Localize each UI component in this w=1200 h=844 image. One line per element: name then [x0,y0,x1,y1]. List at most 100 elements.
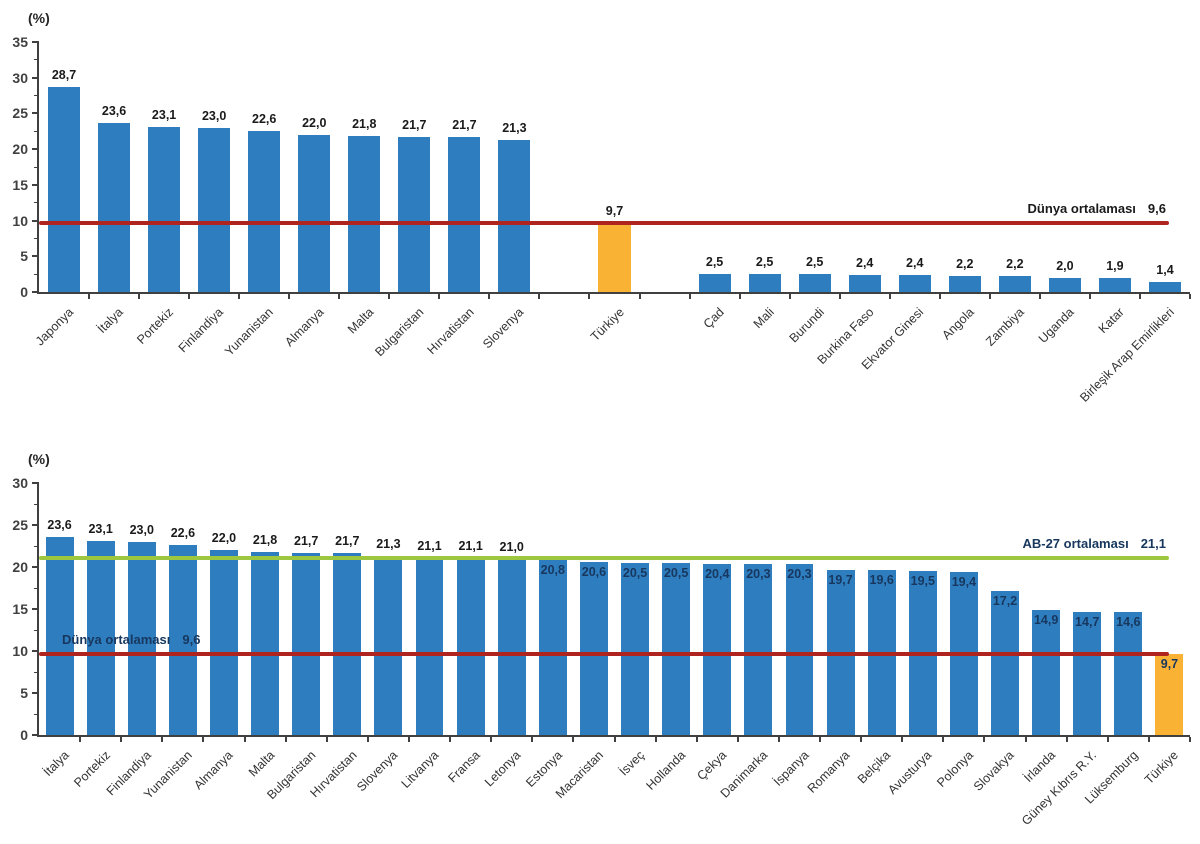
x-axis-tick [777,737,780,742]
bar [127,541,156,735]
x-axis-label-text: Romanya [804,748,853,796]
bar [621,562,649,735]
x-axis-label-text: İrlanda [1021,748,1059,785]
reference-line-eu27-average [39,555,1170,560]
y-axis-unit-label: (%) [28,451,50,467]
bar [98,123,131,292]
x-axis-label-text: Türkiye [1142,748,1182,787]
reference-line-name: AB-27 ortalaması [1022,535,1129,551]
bar-value-label: 23,0 [129,522,154,537]
bar [1148,282,1181,292]
x-axis-label-text: Letonya [482,748,524,790]
x-axis-tick [1065,737,1068,742]
bar [991,590,1019,735]
x-axis-tick [449,737,452,742]
bar-value-label: 23,6 [101,104,127,119]
y-axis-tick-label: 15 [12,601,28,617]
x-axis-label-text: Almanya [191,748,236,793]
reference-line-label-eu27-average: AB-27 ortalaması 21,1 [1022,536,1166,551]
y-axis-minor-tick [34,545,39,547]
x-axis-tick [338,294,341,299]
plot-area: 0 5 10 15 20 25 30 35 28,7 23,6 23,1 23,0 22,6 22,0 21… [12,34,1191,300]
x-axis-tick [284,737,287,742]
bar [251,551,280,735]
x-axis-tick [1088,294,1091,299]
x-axis-tick [488,294,491,299]
x-axis-tick [788,294,791,299]
chart-eu-elderly-share: (%) 0 5 10 15 20 25 30 23,6 23,1 23,0 22,6 22,0 21,8… [0,445,1200,844]
x-axis-tick [888,294,891,299]
y-axis-tick [32,76,39,79]
bar-value-label: 19,4 [951,575,977,590]
bar-value-label: 19,5 [910,574,935,589]
bar-value-label: 2,0 [1056,258,1074,273]
y-axis-minor-tick [34,273,39,275]
y-axis-unit-label: (%) [28,10,50,26]
y-axis-tick-label: 30 [12,475,28,491]
x-axis-tick [407,737,410,742]
x-axis-label-text: Mali [750,305,777,332]
bar [333,552,362,735]
bar [848,274,881,292]
x-axis-label-text: Avusturya [885,748,935,798]
y-axis-tick-label: 0 [20,284,28,300]
x-axis-tick [238,294,241,299]
y-axis-minor-tick [34,95,39,97]
x-axis-tick [695,737,698,742]
plot-area: 0 5 10 15 20 25 30 23,6 23,1 23,0 22,6 22,0 21,8 21,7… [12,475,1191,743]
x-axis-label-text: İspanya [770,748,812,789]
bar-value-label: 2,5 [755,255,774,270]
x-axis-label-text: Portekiz [70,748,113,790]
x-axis-tick [1147,737,1150,742]
x-axis-labels: Japonya İtalya Portekiz Finlandiya Yunanista… [33,300,1190,445]
bar-value-label: 22,6 [170,526,196,541]
x-axis-label-text: Uganda [1035,305,1077,346]
x-axis-tick [654,737,657,742]
y-axis-tick [32,524,39,526]
bar [898,274,931,292]
x-axis-label-text: Fransa [445,748,483,786]
x-axis-tick [388,294,391,299]
y-axis-tick [32,734,39,736]
x-axis-label-text: Hırvatistan [424,305,477,358]
bar [448,137,481,292]
x-axis-tick [738,294,741,299]
bar [1114,612,1143,735]
y-axis-tick [32,183,39,186]
y-axis-minor-tick [34,202,39,204]
y-axis-minor-tick [34,59,39,61]
bar [198,127,231,292]
bar-value-label: 20,5 [663,565,689,580]
bar [1048,277,1081,292]
x-axis-tick [572,737,575,742]
x-axis-tick [819,737,822,742]
y-axis-tick-label: 5 [20,685,28,701]
bar [248,130,281,292]
bar-value-label: 20,3 [746,567,771,582]
x-axis-label-text: İtalya [94,305,126,337]
bar-value-label: 28,7 [51,68,77,82]
reference-line-value: 9,6 [182,632,201,648]
x-axis-tick [88,294,91,299]
bar-value-label: 14,9 [1033,612,1059,627]
x-axis-label-text: Belçika [855,748,894,787]
bar-value-label: 23,6 [47,517,72,532]
bar-value-label: 14,6 [1116,615,1141,630]
x-axis-tick [1106,737,1109,742]
x-axis-label-text: Burundi [786,305,827,346]
x-axis-tick [613,737,616,742]
y-axis-tick [32,608,39,610]
bar [826,569,855,735]
x-axis-label-text: Slovenya [354,748,401,795]
bar [148,127,181,292]
x-axis-label-text: Litvanya [398,748,442,791]
bar-value-label: 2,2 [956,257,974,272]
bar-value-label: 20,5 [622,565,648,580]
bar-value-label: 21,3 [502,120,527,135]
bar-value-label: 19,7 [828,572,853,587]
y-axis-tick [32,112,39,115]
reference-line-world-average [39,652,1170,657]
x-axis-tick [838,294,841,299]
bar-value-label: 1,4 [1156,263,1174,277]
x-axis-label-text: Slovenya [480,305,527,352]
